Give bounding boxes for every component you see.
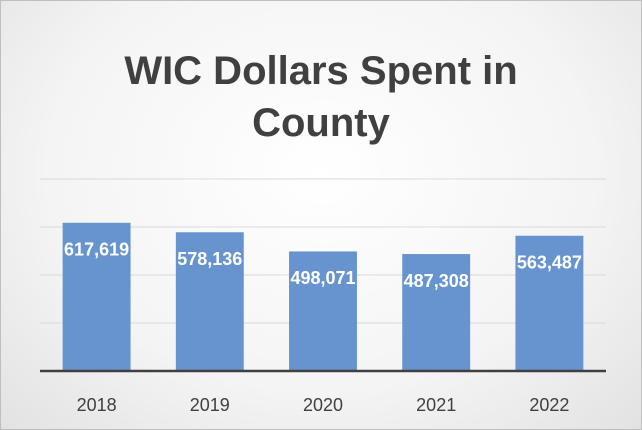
chart-title: WIC Dollars Spent in County: [124, 49, 518, 145]
x-tick-label: 2019: [190, 395, 230, 415]
data-label: 498,071: [290, 268, 355, 288]
x-tick-label: 2020: [303, 395, 343, 415]
x-tick-label: 2018: [77, 395, 117, 415]
data-label: 487,308: [404, 271, 469, 291]
data-label: 578,136: [177, 249, 242, 269]
bar: [515, 235, 584, 371]
x-tick-label: 2022: [529, 395, 569, 415]
x-tick-label: 2021: [416, 395, 456, 415]
bar: [62, 222, 131, 371]
bar: [402, 254, 471, 371]
data-label: 563,487: [517, 253, 582, 273]
data-label: 617,619: [64, 240, 129, 260]
bar: [175, 232, 244, 371]
bar: [289, 251, 357, 371]
